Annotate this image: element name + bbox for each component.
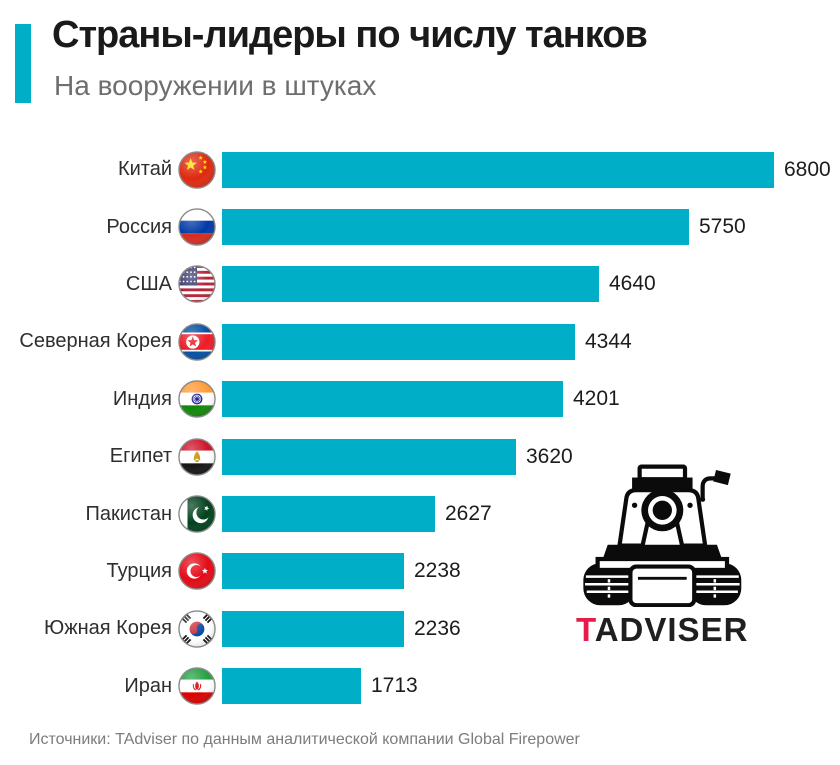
page-title: Страны-лидеры по числу танков	[52, 14, 648, 56]
country-label: США	[125, 272, 172, 295]
country-label: Северная Корея	[19, 330, 172, 353]
country-label: Индия	[112, 387, 172, 410]
country-label: Южная Корея	[44, 617, 172, 640]
value-bar	[222, 610, 404, 647]
chart-row: Египет 3620	[0, 428, 840, 485]
flag-icon-tr	[178, 552, 216, 591]
logo-letter-t: T	[576, 611, 595, 648]
logo-text: TADVISER	[576, 611, 752, 649]
country-label: Египет	[109, 445, 172, 468]
flag-icon-kp	[178, 323, 216, 361]
chart-row: Иран 1713	[0, 658, 840, 715]
value-label: 4640	[609, 272, 656, 296]
value-label: 3620	[526, 444, 573, 468]
country-label: Иран	[124, 674, 172, 697]
country-label: Турция	[106, 559, 172, 582]
flag-icon-kr	[178, 610, 216, 648]
value-bar	[222, 266, 599, 303]
flag-icon-us	[178, 265, 216, 304]
value-bar	[222, 668, 361, 705]
chart-row: Индия 4201	[0, 371, 840, 428]
chart-row: Пакистан 2627	[0, 485, 840, 542]
flag-icon-ru	[178, 208, 216, 246]
accent-bar	[15, 24, 31, 103]
value-label: 2627	[445, 502, 492, 526]
page-subtitle: На вооружении в штуках	[54, 70, 377, 101]
value-bar	[222, 323, 575, 360]
value-label: 2236	[414, 616, 461, 640]
value-label: 5750	[699, 215, 746, 239]
bar-chart: Китай 6800 Россия	[0, 141, 840, 715]
chart-row: Южная Корея	[0, 600, 840, 657]
chart-row: Турция 2238	[0, 543, 840, 600]
chart-row: Северная Корея 4344	[0, 313, 840, 370]
chart-row: Россия 5750	[0, 198, 840, 255]
tank-icon	[583, 464, 742, 607]
source-note: Источники: TAdviser по данным аналитичес…	[29, 731, 580, 748]
flag-icon-ir	[178, 667, 216, 705]
flag-icon-eg	[178, 437, 216, 476]
value-label: 1713	[371, 674, 418, 698]
logo-rest: ADVISER	[594, 611, 749, 648]
country-label: Пакистан	[85, 502, 172, 525]
chart-row: США 4640	[0, 256, 840, 313]
tadviser-logo: TADVISER	[576, 464, 752, 649]
value-bar	[222, 438, 516, 475]
value-label: 4344	[585, 329, 632, 353]
value-bar	[222, 151, 774, 188]
value-bar	[222, 496, 435, 533]
value-label: 4201	[573, 387, 620, 411]
chart-row: Китай 6800	[0, 141, 840, 198]
country-label: Китай	[117, 158, 172, 181]
value-label: 2238	[414, 559, 461, 583]
value-bar	[222, 553, 404, 590]
flag-icon-in	[178, 380, 216, 418]
value-bar	[222, 381, 563, 418]
value-label: 6800	[784, 157, 831, 181]
flag-icon-cn	[178, 150, 216, 189]
flag-icon-pk	[178, 495, 216, 533]
country-label: Россия	[106, 215, 172, 238]
value-bar	[222, 209, 689, 246]
